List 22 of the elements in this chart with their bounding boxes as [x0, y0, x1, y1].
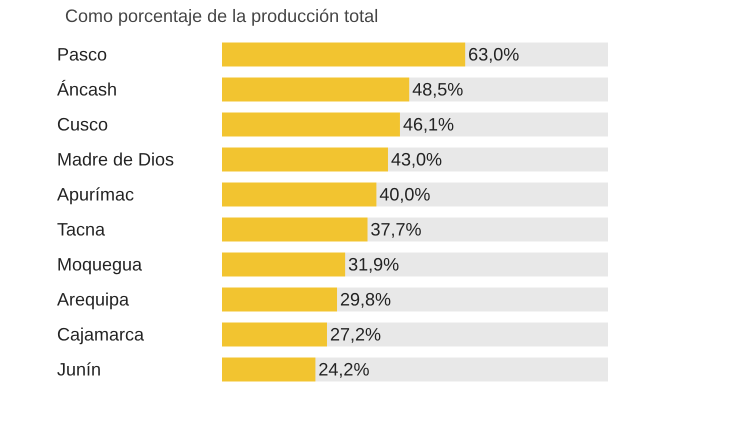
data-label: 48,5% — [412, 80, 464, 100]
y-tick-label: Apurímac — [57, 184, 134, 204]
data-label: 43,0% — [390, 150, 442, 170]
y-tick-label: Cusco — [57, 114, 108, 134]
data-label: 46,1% — [402, 114, 454, 134]
chart-title: Como porcentaje de la producción total — [65, 6, 378, 26]
data-label: 24,2% — [318, 360, 370, 380]
y-tick-label: Moquegua — [57, 254, 144, 274]
y-tick-label: Áncash — [57, 80, 118, 100]
data-label: 40,0% — [379, 184, 430, 204]
data-label: 27,2% — [330, 324, 382, 344]
data-label: 31,9% — [348, 254, 400, 274]
data-label: 37,7% — [370, 220, 422, 240]
y-tick-label: Cajamarca — [57, 324, 146, 344]
y-tick-label: Arequipa — [57, 290, 130, 310]
y-tick-label: Madre de Dios — [57, 150, 174, 170]
data-label: 29,8% — [340, 290, 392, 310]
y-tick-label: Pasco — [57, 44, 108, 64]
bar — [222, 358, 316, 382]
y-tick-label: Junín — [57, 360, 102, 380]
y-tick-label: Tacna — [57, 220, 106, 240]
data-label: 63,0% — [468, 44, 520, 64]
